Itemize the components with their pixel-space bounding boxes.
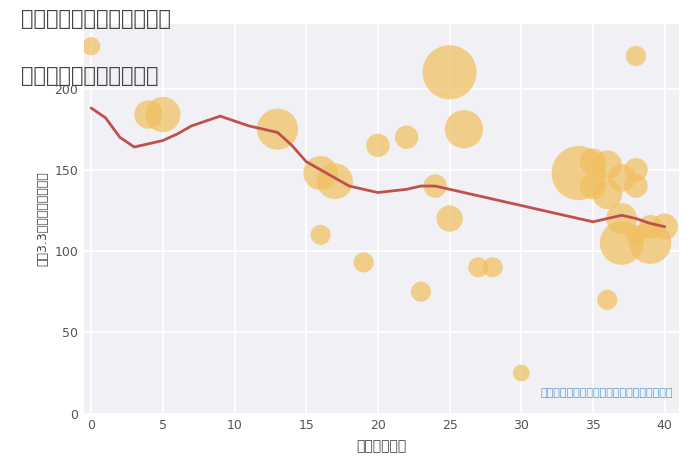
Point: [315, 231, 326, 239]
Point: [602, 190, 613, 198]
Point: [631, 52, 642, 60]
Point: [487, 264, 498, 271]
Text: 大阪府大阪市北区菅原町の: 大阪府大阪市北区菅原町の: [21, 9, 171, 30]
Point: [329, 177, 340, 185]
Point: [616, 215, 627, 222]
Point: [458, 125, 470, 133]
Point: [444, 215, 455, 222]
Point: [358, 258, 369, 266]
Point: [659, 223, 671, 230]
Point: [631, 231, 642, 239]
Point: [602, 161, 613, 169]
Y-axis label: 坪（3.3㎡）単価（万円）: 坪（3.3㎡）単価（万円）: [36, 171, 49, 266]
Point: [616, 174, 627, 182]
Point: [587, 182, 598, 190]
Point: [372, 141, 384, 149]
Point: [616, 239, 627, 247]
Point: [158, 111, 169, 118]
Point: [645, 239, 656, 247]
X-axis label: 築年数（年）: 築年数（年）: [356, 439, 407, 453]
Point: [473, 264, 484, 271]
Text: 円の大きさは、取引のあった物件面積を示す: 円の大きさは、取引のあった物件面積を示す: [540, 388, 673, 398]
Point: [315, 169, 326, 177]
Point: [272, 125, 284, 133]
Point: [85, 42, 97, 50]
Point: [430, 182, 441, 190]
Point: [444, 69, 455, 76]
Point: [516, 369, 527, 377]
Point: [631, 166, 642, 173]
Point: [573, 169, 584, 177]
Point: [587, 158, 598, 165]
Point: [602, 296, 613, 304]
Point: [143, 111, 154, 118]
Point: [401, 133, 412, 141]
Point: [631, 182, 642, 190]
Point: [645, 223, 656, 230]
Point: [415, 288, 426, 296]
Text: 築年数別中古戸建て価格: 築年数別中古戸建て価格: [21, 66, 158, 86]
